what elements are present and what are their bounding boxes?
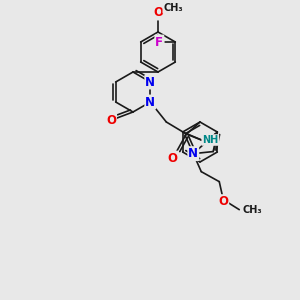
Text: CH₃: CH₃ <box>242 205 262 215</box>
Text: CH₃: CH₃ <box>163 3 183 13</box>
Text: O: O <box>106 113 116 127</box>
Text: N: N <box>188 147 198 160</box>
Text: N: N <box>145 76 155 88</box>
Text: O: O <box>167 152 177 164</box>
Text: F: F <box>155 35 163 49</box>
Text: N: N <box>145 95 155 109</box>
Text: NH: NH <box>202 135 218 145</box>
Text: O: O <box>218 195 228 208</box>
Text: O: O <box>153 7 163 20</box>
